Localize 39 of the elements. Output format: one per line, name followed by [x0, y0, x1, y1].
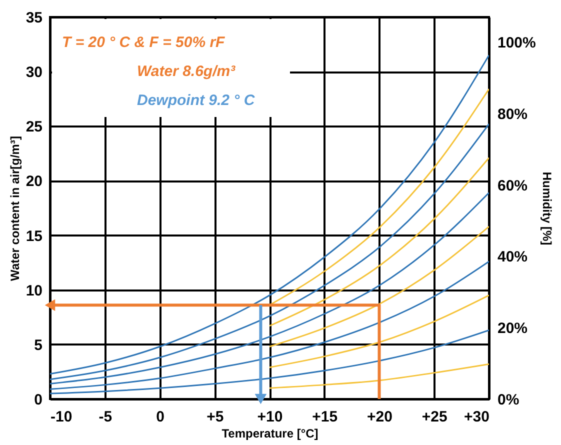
- x-tick-label: -5: [98, 408, 112, 426]
- line-series: [50, 329, 489, 394]
- y-tick-label: 10: [26, 282, 42, 300]
- y-tick-label: 20: [26, 173, 42, 190]
- line-series: [50, 54, 489, 375]
- x-tick-label: +25: [422, 408, 448, 426]
- y2-tick-label: 40%: [498, 248, 528, 266]
- x-tick-label: +15: [312, 408, 338, 426]
- y-tick-label: 35: [26, 10, 42, 26]
- y2-axis-title: Humidity [%]: [540, 172, 554, 246]
- line-series: [50, 260, 489, 390]
- y2-tick-label: 0%: [498, 392, 520, 408]
- x-tick-label: +5: [206, 408, 224, 426]
- y-tick-label: 5: [34, 336, 42, 354]
- line-series: [268, 294, 489, 368]
- line-series: [268, 88, 489, 306]
- y2-tick-label: 20%: [498, 320, 528, 338]
- y-tick-label: 25: [26, 118, 42, 136]
- y2-tick-label: 80%: [498, 106, 528, 123]
- y2-tick-label: 60%: [498, 177, 528, 194]
- line-series: [50, 192, 489, 384]
- y2-tick-label: 100%: [498, 34, 536, 52]
- line-series: [268, 157, 489, 327]
- y-tick-label: 0: [34, 392, 42, 408]
- x-tick-label: +30: [464, 408, 490, 426]
- line-series: [268, 226, 489, 348]
- x-tick-label: 0: [156, 408, 164, 426]
- x-tick-label: +10: [257, 408, 283, 426]
- y-tick-label: 15: [26, 228, 42, 245]
- x-tick-label: -10: [50, 408, 72, 426]
- annotation: Water 8.6g/m³: [137, 63, 236, 80]
- annotation: Dewpoint 9.2 ° C: [137, 92, 256, 109]
- y-tick-label: 30: [26, 64, 42, 82]
- x-axis-title: Temperature [°C]: [222, 426, 318, 440]
- y-axis-title: Water content in air[g/m³]: [8, 136, 22, 281]
- line-series: [268, 363, 489, 389]
- annotation: T = 20 ° C & F = 50% rF: [62, 34, 226, 51]
- x-tick-label: +20: [367, 408, 392, 426]
- line-series: [50, 123, 489, 380]
